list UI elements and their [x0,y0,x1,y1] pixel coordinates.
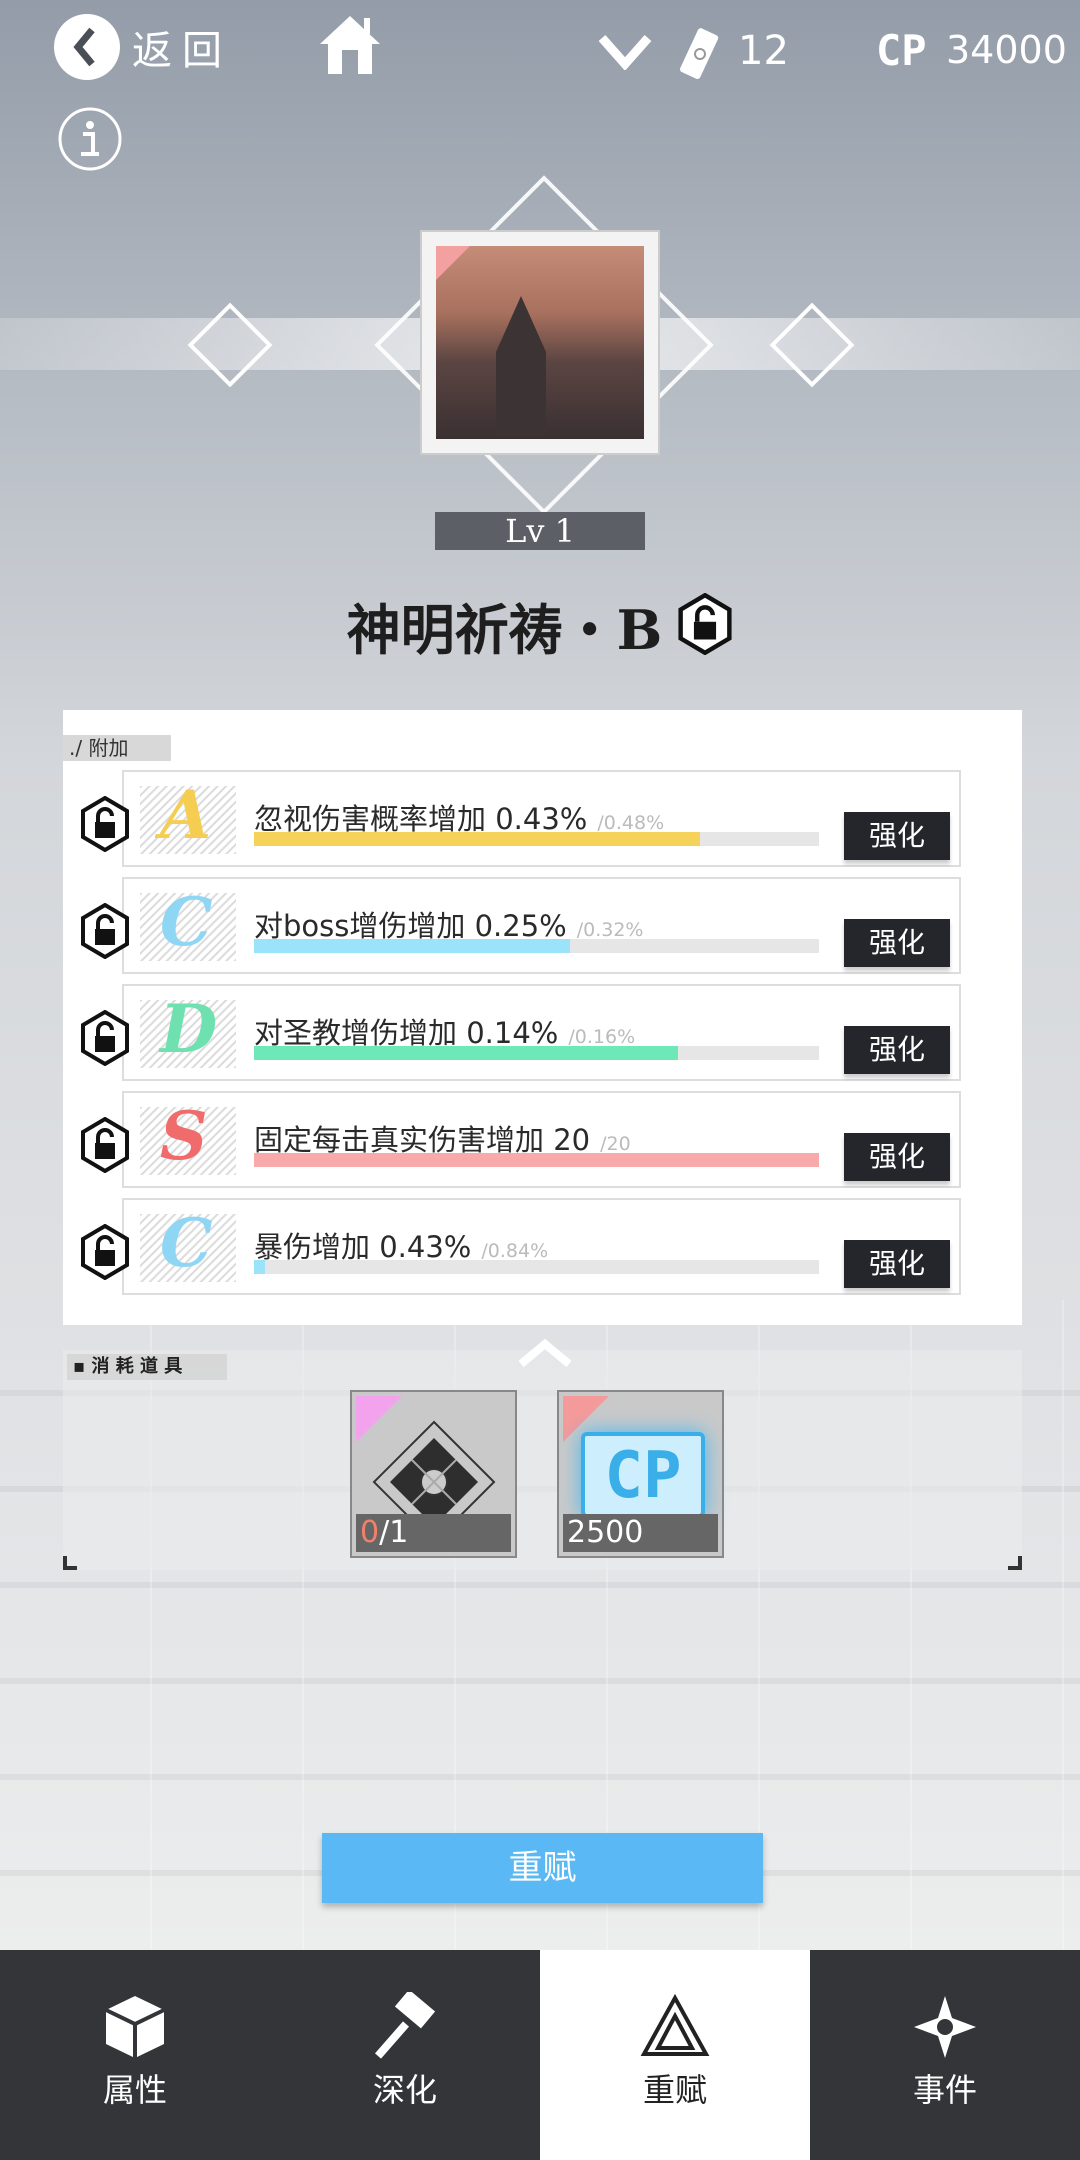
stat-value: 对圣教增伤增加 0.14% [254,1016,559,1050]
stat-text: 对boss增伤增加 0.25% /0.32% [254,903,643,945]
tab-attributes[interactable]: 属性 [0,1950,270,2160]
tab-label: 事件 [912,2071,977,2109]
grade-badge: D [140,990,236,1068]
bottom-nav: 属性 深化 重赋 事件 [0,1950,1080,2160]
portrait-frame[interactable] [420,230,660,455]
ticket-count: 12 [738,28,789,74]
back-label: 返回 [132,28,232,74]
lock-icon[interactable] [80,1224,130,1280]
stat-max: /20 [600,1133,631,1155]
consume-label-text: 消 耗 道 具 [91,1356,183,1377]
ticket-icon [679,28,719,79]
enhance-button[interactable]: 强化 [844,1133,950,1181]
lock-icon[interactable] [80,903,130,959]
enhance-button[interactable]: 强化 [844,812,950,860]
grade-badge: S [140,1097,236,1175]
stat-progress-fill [254,1153,819,1167]
stat-progress-bar [254,1046,819,1060]
stat-progress-bar [254,1153,819,1167]
attribute-row: C 暴伤增加 0.43% /0.84% 强化 [81,1198,961,1295]
attribute-row: A 忽视伤害概率增加 0.43% /0.48% 强化 [81,770,961,867]
stat-progress-bar [254,1260,819,1274]
reset-button[interactable]: 重赋 [322,1833,763,1903]
grade-letter: S [160,1097,208,1175]
dropdown-chevron-icon[interactable] [598,34,652,70]
tab-reforge[interactable]: 重赋 [540,1950,810,2160]
lock-icon[interactable] [80,796,130,852]
stat-progress-bar [254,832,819,846]
stat-max: /0.16% [568,1026,636,1048]
consume-item-cp[interactable]: CP 2500 [557,1390,724,1558]
grade-letter: C [160,883,213,961]
grade-badge: C [140,1204,236,1282]
level-bar: Lv 1 [435,512,645,550]
grade-letter: D [160,990,218,1068]
stat-value: 对boss增伤增加 0.25% [254,909,567,943]
skill-title: 神明祈祷・B [346,598,663,662]
stat-text: 暴伤增加 0.43% /0.84% [254,1224,548,1266]
consume-panel: ▪ 消 耗 道 具 [63,1350,1022,1570]
lock-icon[interactable] [677,592,733,656]
crystal-item-icon [372,1420,496,1544]
cp-logo: CP [876,26,927,75]
expand-up-chevron-icon[interactable] [515,1338,575,1368]
back-arrow-icon [54,14,120,80]
enhance-button[interactable]: 强化 [844,1026,950,1074]
stat-text: 忽视伤害概率增加 0.43% /0.48% [254,796,664,838]
tab-deepen[interactable]: 深化 [270,1950,540,2160]
stat-max: /0.84% [481,1240,549,1262]
stat-value: 固定每击真实伤害增加 20 [254,1123,591,1157]
tab-label: 重赋 [642,2071,707,2109]
stat-progress-bar [254,939,819,953]
lock-icon[interactable] [80,1117,130,1173]
stat-text: 对圣教增伤增加 0.14% /0.16% [254,1010,635,1052]
attribute-row: D 对圣教增伤增加 0.14% /0.16% 强化 [81,984,961,1081]
stat-max: /0.48% [597,812,665,834]
tab-label: 深化 [372,2071,437,2109]
stat-text: 固定每击真实伤害增加 20/20 [254,1117,631,1159]
stat-progress-fill [254,1260,266,1274]
attribute-row: S 固定每击真实伤害增加 20/20 强化 [81,1091,961,1188]
portrait-image [436,246,644,439]
consume-section-label: ▪ 消 耗 道 具 [67,1354,227,1380]
triangle-icon [640,1993,710,2056]
cp-amount: 34000 [946,28,1067,72]
stat-progress-fill [254,832,701,846]
enhance-button[interactable]: 强化 [844,1240,950,1288]
eye-star-icon [914,1996,976,2058]
home-icon[interactable] [318,14,382,76]
hammer-icon [374,1992,436,2059]
cp-cost: 2500 [563,1514,718,1552]
attach-section-label: ./ 附加 [63,735,171,761]
stat-progress-fill [254,1046,678,1060]
stat-value: 暴伤增加 0.43% [254,1230,472,1264]
right-diamond[interactable] [769,302,855,388]
grade-badge: C [140,883,236,961]
cp-item-icon: CP [581,1432,705,1518]
lock-icon[interactable] [80,1010,130,1066]
stat-progress-fill [254,939,571,953]
grade-letter: C [160,1204,213,1282]
attribute-row: C 对boss增伤增加 0.25% /0.32% 强化 [81,877,961,974]
consume-item-material[interactable]: 0/1 [350,1390,517,1558]
tab-events[interactable]: 事件 [810,1950,1080,2160]
enhance-button[interactable]: 强化 [844,919,950,967]
stat-max: /0.32% [576,919,644,941]
left-diamond[interactable] [187,302,273,388]
back-button[interactable]: 返回 [54,14,232,80]
grade-letter: A [160,776,212,854]
stat-value: 忽视伤害概率增加 0.43% [254,802,588,836]
item-count: 0/1 [356,1514,511,1552]
attach-panel: ./ 附加 A 忽视伤害概率增加 0.43% /0.48% 强化 C 对boss增… [63,710,1022,1325]
tab-label: 属性 [102,2071,167,2109]
cube-icon [105,1996,165,2058]
grade-badge: A [140,776,236,854]
info-icon[interactable] [57,106,123,172]
